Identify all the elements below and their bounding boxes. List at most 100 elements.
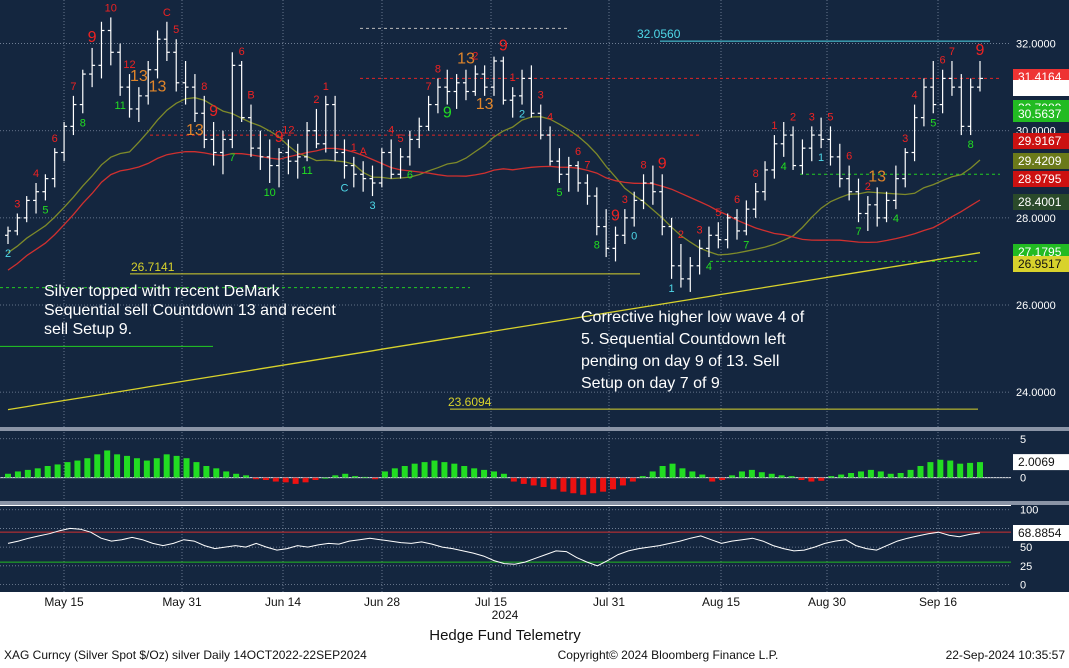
footer-timestamp: 22-Sep-2024 10:35:57 bbox=[946, 648, 1066, 662]
demark-count: 3 bbox=[809, 111, 815, 123]
histogram-bar bbox=[828, 476, 835, 478]
x-tick-label: Jul 31 bbox=[593, 595, 625, 609]
ohlc-bar bbox=[313, 108, 320, 149]
level-label: 32.0560 bbox=[637, 27, 681, 41]
histogram-bar bbox=[560, 477, 567, 492]
histogram-bar bbox=[243, 475, 250, 478]
histogram-bar bbox=[64, 462, 71, 478]
last-value-box bbox=[1013, 256, 1069, 272]
demark-count: 13 bbox=[476, 96, 494, 113]
demark-count: 6 bbox=[239, 46, 245, 58]
ohlc-bar bbox=[182, 61, 189, 105]
ohlc-bar bbox=[369, 165, 376, 197]
histogram-bar bbox=[381, 471, 388, 478]
histogram-bar bbox=[332, 475, 339, 478]
right-note-line-4: Setup on day 7 of 9 bbox=[581, 375, 720, 392]
histogram-bar bbox=[203, 466, 210, 478]
histogram-bar bbox=[748, 469, 755, 478]
demark-count: 13 bbox=[149, 78, 167, 95]
demark-count: 6 bbox=[407, 170, 413, 182]
histogram-bar bbox=[84, 458, 91, 478]
histogram-bar bbox=[619, 477, 626, 486]
price-tick-label: 26.0000 bbox=[1016, 300, 1056, 312]
demark-count: 13 bbox=[868, 168, 886, 185]
demark-count: 13 bbox=[130, 68, 148, 85]
demark-count: 9 bbox=[499, 38, 508, 55]
histogram-bar bbox=[193, 462, 200, 478]
ohlc-bar bbox=[462, 69, 469, 101]
ohlc-bar bbox=[948, 61, 955, 96]
demark-count: 9 bbox=[976, 42, 985, 59]
demark-count: 6 bbox=[575, 146, 581, 158]
ohlc-bar bbox=[453, 74, 460, 109]
ohlc-bar bbox=[5, 226, 11, 244]
demark-count: 9 bbox=[658, 155, 667, 172]
last-value-box bbox=[1013, 106, 1069, 122]
ohlc-bar bbox=[958, 74, 965, 136]
histogram-bars bbox=[0, 438, 1011, 495]
ohlc-bar bbox=[631, 191, 638, 227]
ohlc-bar bbox=[238, 61, 245, 122]
demark-count: 2 bbox=[313, 94, 319, 106]
ohlc-bar bbox=[229, 52, 236, 149]
histogram-bar bbox=[689, 471, 696, 478]
ohlc-bar bbox=[528, 65, 535, 118]
price-tick-label: 24.0000 bbox=[1016, 387, 1056, 399]
ohlc-bar bbox=[911, 104, 918, 162]
histogram-bar bbox=[758, 472, 765, 478]
demark-count: 9 bbox=[88, 29, 97, 46]
histogram-bar bbox=[629, 477, 636, 482]
left-note-line-3: sell Setup 9. bbox=[44, 321, 132, 338]
left-note-line-2: Sequential sell Countdown 13 and recent bbox=[44, 302, 336, 319]
demark-count: 7 bbox=[949, 46, 955, 58]
ohlc-bar bbox=[902, 148, 909, 188]
histogram-bar bbox=[719, 477, 726, 480]
histogram-bar bbox=[34, 468, 41, 478]
histogram-bar bbox=[491, 471, 497, 478]
demark-count: 5 bbox=[42, 204, 48, 216]
last-value-box bbox=[1013, 133, 1069, 149]
oscillator-tick-label: 0 bbox=[1020, 580, 1026, 592]
ohlc-bar bbox=[565, 156, 572, 192]
last-value-label: 26.9517 bbox=[1018, 257, 1062, 271]
demark-count: 4 bbox=[706, 261, 712, 273]
histogram-bar bbox=[441, 462, 448, 478]
ohlc-bar bbox=[640, 174, 647, 210]
demark-count: 12 bbox=[123, 59, 135, 71]
x-tick-label: Jun 28 bbox=[364, 595, 400, 609]
ohlc-bar bbox=[70, 95, 77, 136]
ohlc-bar bbox=[33, 183, 40, 214]
demark-count: 4 bbox=[547, 111, 553, 123]
demark-count: 8 bbox=[201, 81, 207, 93]
ohlc-bar bbox=[491, 56, 497, 96]
histogram-bar bbox=[679, 468, 686, 478]
histogram-bar bbox=[54, 464, 61, 478]
demark-count: 1 bbox=[510, 72, 516, 84]
last-value-label: 30.5637 bbox=[1018, 107, 1062, 121]
ohlc-bar bbox=[388, 139, 395, 179]
histogram-bar bbox=[391, 468, 398, 478]
ohlc-bar bbox=[23, 196, 30, 223]
axis-strip bbox=[1011, 0, 1069, 592]
ohlc-bar bbox=[481, 65, 488, 96]
ohlc-bar bbox=[191, 74, 198, 122]
histogram-bar bbox=[163, 454, 170, 478]
histogram-bar bbox=[610, 477, 617, 490]
footer-copyright: Copyright© 2024 Bloomberg Finance L.P. bbox=[558, 648, 779, 662]
demark-count: 2 bbox=[790, 111, 796, 123]
histogram-bar bbox=[848, 473, 855, 478]
ohlc-bar bbox=[332, 95, 339, 162]
ohlc-bar bbox=[864, 196, 871, 231]
demark-count: 7 bbox=[855, 226, 861, 238]
ohlc-bar bbox=[930, 61, 937, 114]
ohlc-bar bbox=[892, 165, 899, 210]
last-value-label: 28.9795 bbox=[1018, 172, 1062, 186]
demark-count: 3 bbox=[622, 194, 628, 206]
histogram-bar bbox=[14, 471, 21, 478]
histogram-bar bbox=[510, 477, 517, 482]
ohlc-bar bbox=[771, 135, 778, 179]
x-axis-year: 2024 bbox=[492, 608, 519, 622]
histogram-bar bbox=[580, 477, 587, 495]
histogram-bar bbox=[639, 476, 646, 478]
histogram-bar bbox=[590, 477, 597, 494]
